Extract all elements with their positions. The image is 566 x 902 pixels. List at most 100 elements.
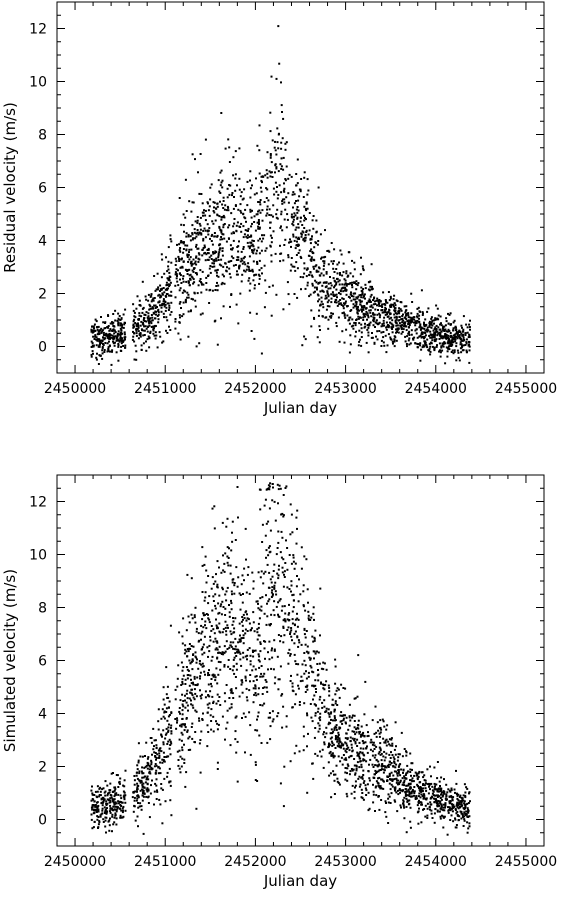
data-point <box>411 317 413 319</box>
data-point <box>407 323 409 325</box>
data-point <box>201 718 203 720</box>
data-point <box>122 785 124 787</box>
data-point <box>111 797 113 799</box>
data-point <box>231 541 233 543</box>
data-point <box>413 786 415 788</box>
data-point <box>382 291 384 293</box>
data-point <box>180 224 182 226</box>
data-point <box>398 312 400 314</box>
data-point <box>147 763 149 765</box>
data-point <box>117 794 119 796</box>
data-point <box>114 798 116 800</box>
data-point <box>158 755 160 757</box>
data-point <box>429 801 431 803</box>
data-point <box>103 344 105 346</box>
data-point <box>323 699 325 701</box>
data-point <box>146 328 148 330</box>
data-point <box>298 227 300 229</box>
data-point <box>401 732 403 734</box>
data-point <box>109 351 111 353</box>
data-point <box>391 339 393 341</box>
data-point <box>448 330 450 332</box>
data-point <box>138 779 140 781</box>
data-point <box>149 325 151 327</box>
data-point <box>269 712 271 714</box>
data-point <box>362 774 364 776</box>
data-point <box>93 794 95 796</box>
data-point <box>259 597 261 599</box>
data-point <box>96 326 98 328</box>
data-point <box>240 609 242 611</box>
data-point <box>182 734 184 736</box>
data-point <box>375 787 377 789</box>
data-point <box>192 239 194 241</box>
data-point <box>253 240 255 242</box>
data-point <box>308 676 310 678</box>
data-point <box>243 614 245 616</box>
data-point <box>190 262 192 264</box>
data-point <box>303 273 305 275</box>
data-point <box>334 294 336 296</box>
data-point <box>329 744 331 746</box>
data-point <box>102 804 104 806</box>
data-point <box>159 750 161 752</box>
data-point <box>190 700 192 702</box>
data-point <box>120 795 122 797</box>
data-point <box>436 328 438 330</box>
data-point <box>395 332 397 334</box>
data-point <box>142 323 144 325</box>
data-point <box>132 796 134 798</box>
data-point <box>184 683 186 685</box>
data-point <box>368 792 370 794</box>
data-point <box>168 285 170 287</box>
data-point <box>448 348 450 350</box>
data-point <box>219 192 221 194</box>
data-point <box>227 627 229 629</box>
data-point <box>335 738 337 740</box>
data-point <box>334 709 336 711</box>
data-point <box>204 674 206 676</box>
data-point <box>268 286 270 288</box>
data-point <box>223 238 225 240</box>
data-point <box>242 263 244 265</box>
data-point <box>246 613 248 615</box>
data-point <box>271 589 273 591</box>
data-point <box>422 790 424 792</box>
data-point <box>259 173 261 175</box>
data-point <box>224 594 226 596</box>
data-point <box>114 310 116 312</box>
data-point <box>308 234 310 236</box>
data-point <box>137 802 139 804</box>
data-point <box>360 760 362 762</box>
data-point <box>227 562 229 564</box>
data-point <box>306 194 308 196</box>
data-point <box>369 759 371 761</box>
data-point <box>176 277 178 279</box>
data-point <box>464 332 466 334</box>
data-point <box>464 820 466 822</box>
data-point <box>165 310 167 312</box>
data-point <box>219 646 221 648</box>
data-point <box>378 313 380 315</box>
data-point <box>134 784 136 786</box>
data-point <box>169 739 171 741</box>
data-point <box>175 258 177 260</box>
data-point <box>241 637 243 639</box>
data-point <box>295 663 297 665</box>
data-point <box>383 769 385 771</box>
data-point <box>285 196 287 198</box>
data-point <box>292 682 294 684</box>
data-point <box>396 328 398 330</box>
data-point <box>427 803 429 805</box>
data-point <box>200 193 202 195</box>
data-point <box>207 201 209 203</box>
data-point <box>186 254 188 256</box>
data-point <box>330 796 332 798</box>
data-point <box>180 771 182 773</box>
data-point <box>434 787 436 789</box>
data-point <box>387 765 389 767</box>
data-point <box>179 739 181 741</box>
data-point <box>386 775 388 777</box>
data-point <box>353 758 355 760</box>
data-point <box>235 676 237 678</box>
